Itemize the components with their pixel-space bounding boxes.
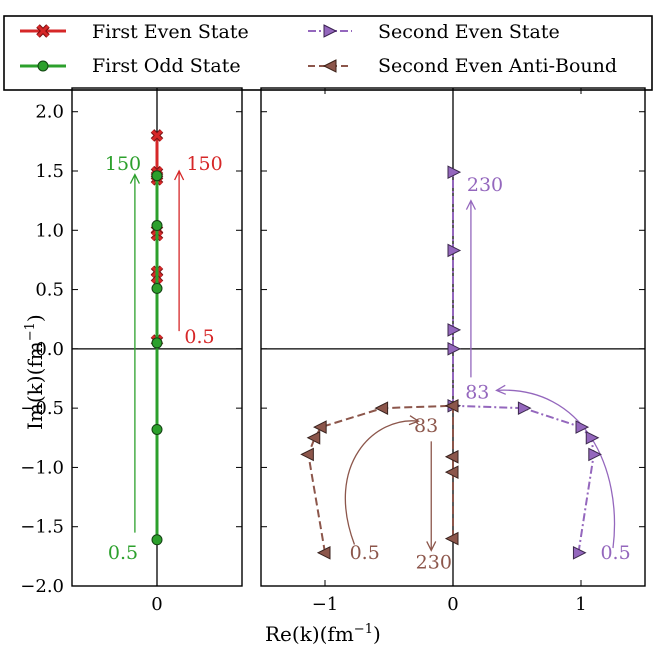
marker-triangle-left — [313, 420, 327, 434]
legend-label: First Even State — [92, 21, 249, 43]
arrow-head — [174, 169, 185, 181]
axis-ticks: −2.0 −1.5 −1.0 −0.5 0.0 0.5 1.0 1.5 2.0 0 −1 0 1 — [20, 88, 645, 615]
x-tick-label: 1 — [575, 594, 586, 615]
legend-label: Second Even State — [378, 21, 560, 43]
marker-triangle-right — [575, 420, 590, 434]
y-tick-label: −1.0 — [20, 457, 64, 478]
marker-circle — [151, 220, 163, 232]
annotation-label: 83 — [465, 382, 489, 404]
marker-triangle-right — [447, 165, 462, 179]
x-axis-label: Re(k)(fm−1) — [265, 622, 381, 646]
legend-entry-second-even-state: Second Even State — [308, 21, 560, 43]
marker-triangle-left — [374, 401, 389, 415]
arrow-head — [129, 173, 140, 184]
marker-triangle-right — [585, 430, 600, 445]
x-tick-label: 0 — [447, 594, 458, 615]
legend-marker-x — [36, 24, 50, 38]
legend-entry-first-odd-state: First Odd State — [20, 55, 241, 77]
curved-arrow — [344, 420, 419, 545]
marker-triangle-right — [588, 447, 602, 462]
annotation-arrows — [129, 169, 616, 552]
annotation-label: 0.5 — [184, 326, 214, 348]
annotation-label: 150 — [105, 153, 141, 175]
marker-triangle-left — [300, 447, 314, 462]
y-tick-label: 1.0 — [35, 220, 64, 241]
y-tick-label: −2.0 — [20, 576, 64, 597]
marker-triangle-right — [517, 401, 532, 415]
y-tick-label: −0.5 — [20, 398, 64, 419]
marker-triangle-left — [316, 545, 331, 560]
annotation-label: 0.5 — [350, 542, 380, 564]
y-axis-label: Im(k)(fm−1) — [23, 314, 47, 430]
marker-triangle-right — [572, 545, 587, 560]
marker-triangle-right — [447, 243, 462, 258]
marker-triangle-left — [444, 449, 459, 464]
y-tick-label: 0.5 — [35, 280, 64, 301]
series-first-odd-state — [151, 170, 163, 546]
legend-marker-triangle-left — [322, 59, 337, 73]
annotation-label: 150 — [186, 153, 222, 175]
marker-circle — [151, 282, 163, 294]
arrow-head — [465, 199, 477, 210]
x-tick-label: 0 — [151, 594, 162, 615]
legend: First Even State First Odd State Second … — [3, 15, 653, 91]
right-panel-series — [300, 165, 602, 560]
left-panel-series — [150, 129, 164, 546]
annotation-label: 230 — [416, 551, 452, 573]
series-second-even-anti-bound — [300, 398, 459, 560]
annotation-label: 0.5 — [600, 542, 630, 564]
marker-circle — [151, 337, 163, 349]
marker-circle — [151, 170, 163, 182]
x-tick-label: −1 — [312, 594, 339, 615]
annotation-labels: 150 0.5 150 0.5 230 83 0.5 83 0.5 230 — [105, 153, 631, 573]
annotation-label: 0.5 — [108, 542, 138, 564]
marker-circle — [151, 534, 163, 546]
curved-arrow — [496, 389, 616, 549]
marker-circle — [151, 423, 163, 435]
marker-triangle-left — [444, 531, 459, 546]
legend-entry-first-even-state: First Even State — [20, 21, 249, 43]
y-tick-label: 0.0 — [35, 339, 64, 360]
arrow-head — [495, 384, 507, 395]
marker-triangle-right — [447, 342, 462, 356]
y-tick-label: −1.5 — [20, 517, 64, 538]
arrow-head — [408, 415, 420, 426]
y-tick-label: 2.0 — [35, 102, 64, 123]
legend-marker-triangle-right — [323, 24, 338, 38]
marker-triangle-right — [447, 323, 462, 337]
annotation-label: 83 — [414, 415, 438, 437]
marker-x — [150, 129, 164, 142]
legend-label: Second Even Anti-Bound — [378, 55, 617, 77]
marker-triangle-left — [444, 465, 459, 479]
annotation-label: 230 — [467, 174, 503, 196]
legend-marker-circle — [37, 60, 49, 72]
y-tick-label: 1.5 — [35, 161, 64, 182]
arrow-head — [426, 541, 437, 552]
marker-triangle-left — [444, 398, 459, 413]
legend-label: First Odd State — [92, 55, 241, 77]
series-line — [452, 172, 595, 553]
legend-entry-second-even-anti-bound: Second Even Anti-Bound — [308, 55, 617, 77]
marker-triangle-left — [306, 430, 321, 445]
